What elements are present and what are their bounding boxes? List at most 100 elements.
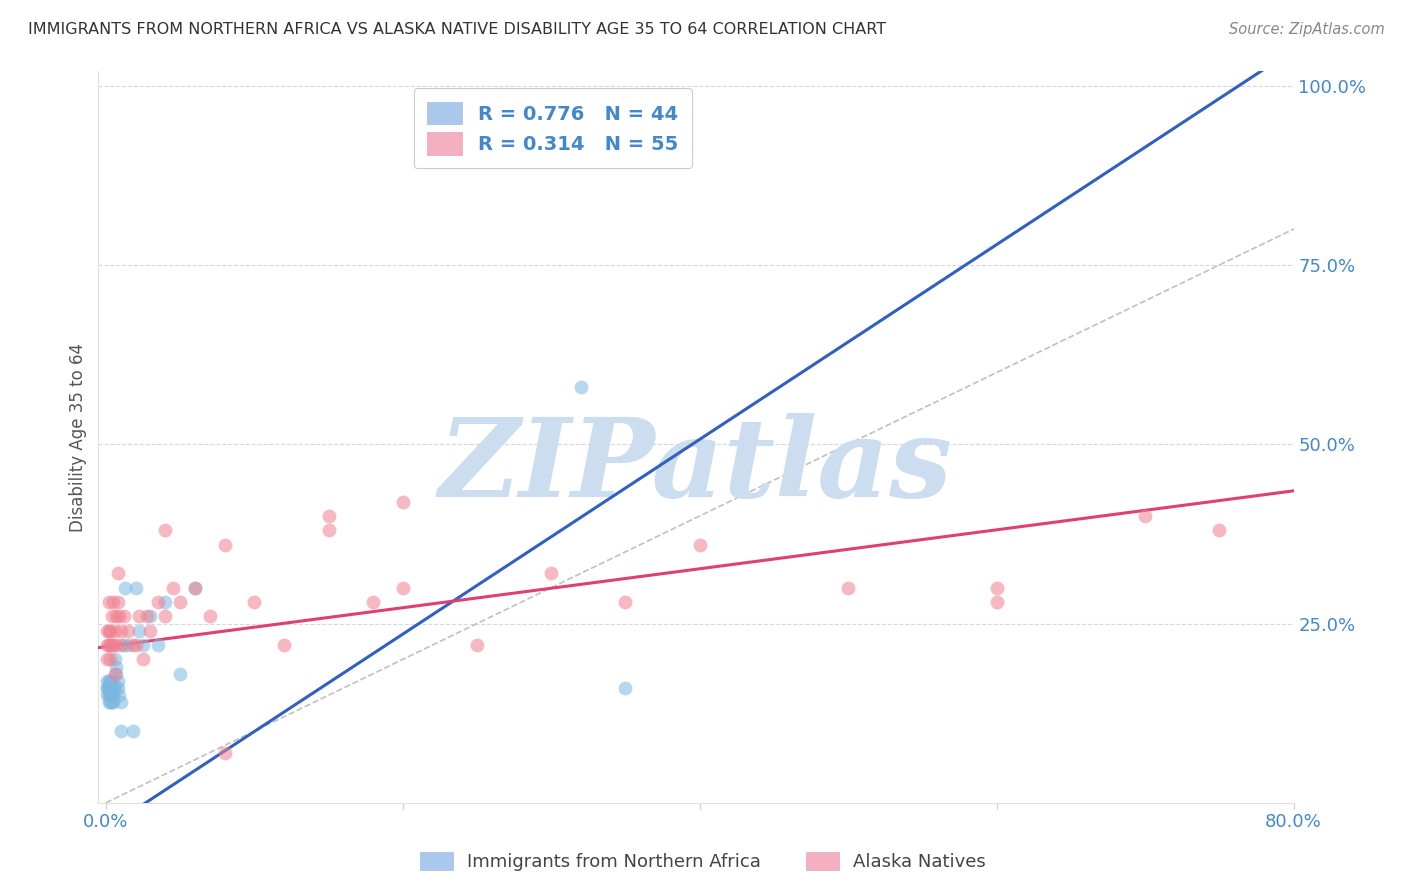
Point	[184, 581, 207, 595]
Point	[136, 609, 159, 624]
Text: Source: ZipAtlas.com: Source: ZipAtlas.com	[1229, 22, 1385, 37]
Point	[104, 666, 127, 681]
Point	[124, 638, 146, 652]
Legend: R = 0.776   N = 44, R = 0.314   N = 55: R = 0.776 N = 44, R = 0.314 N = 55	[413, 88, 692, 169]
Point	[243, 595, 266, 609]
Point	[97, 681, 120, 695]
Point	[98, 624, 121, 638]
Point	[107, 566, 129, 581]
Point	[986, 595, 1008, 609]
Point	[162, 581, 184, 595]
Point	[112, 638, 135, 652]
Point	[101, 609, 124, 624]
Point	[96, 688, 118, 702]
Point	[107, 673, 129, 688]
Point	[108, 688, 131, 702]
Point	[105, 609, 128, 624]
Point	[98, 673, 121, 688]
Point	[139, 609, 162, 624]
Point	[96, 638, 118, 652]
Point	[837, 581, 859, 595]
Point	[96, 681, 118, 695]
Point	[107, 595, 129, 609]
Point	[1133, 508, 1156, 523]
Point	[97, 695, 120, 709]
Point	[198, 609, 221, 624]
Point	[391, 494, 413, 508]
Point	[110, 724, 132, 739]
Point	[1208, 524, 1230, 538]
Point	[132, 652, 155, 666]
Text: IMMIGRANTS FROM NORTHERN AFRICA VS ALASKA NATIVE DISABILITY AGE 35 TO 64 CORRELA: IMMIGRANTS FROM NORTHERN AFRICA VS ALASK…	[28, 22, 886, 37]
Point	[103, 638, 125, 652]
Point	[101, 638, 124, 652]
Point	[105, 638, 128, 652]
Point	[110, 638, 132, 652]
Y-axis label: Disability Age 35 to 64: Disability Age 35 to 64	[69, 343, 87, 532]
Point	[169, 666, 191, 681]
Point	[114, 581, 136, 595]
Point	[101, 695, 124, 709]
Point	[98, 695, 121, 709]
Point	[103, 688, 125, 702]
Point	[98, 681, 121, 695]
Point	[540, 566, 562, 581]
Point	[98, 688, 121, 702]
Point	[121, 638, 143, 652]
Point	[110, 695, 132, 709]
Point	[98, 688, 121, 702]
Text: ZIPatlas: ZIPatlas	[439, 413, 953, 520]
Point	[96, 624, 118, 638]
Point	[104, 652, 127, 666]
Point	[112, 609, 135, 624]
Point	[97, 673, 120, 688]
Point	[101, 673, 124, 688]
Point	[614, 595, 637, 609]
Point	[98, 652, 121, 666]
Point	[105, 666, 128, 681]
Point	[124, 581, 146, 595]
Point	[97, 688, 120, 702]
Point	[184, 581, 207, 595]
Point	[391, 581, 413, 595]
Point	[465, 638, 488, 652]
Point	[104, 681, 127, 695]
Point	[155, 609, 177, 624]
Point	[614, 681, 637, 695]
Point	[104, 624, 127, 638]
Point	[97, 681, 120, 695]
Point	[103, 681, 125, 695]
Point	[128, 609, 150, 624]
Point	[146, 595, 169, 609]
Point	[96, 681, 118, 695]
Legend: Immigrants from Northern Africa, Alaska Natives: Immigrants from Northern Africa, Alaska …	[413, 845, 993, 879]
Point	[155, 524, 177, 538]
Point	[97, 638, 120, 652]
Point	[110, 624, 132, 638]
Point	[96, 652, 118, 666]
Point	[146, 638, 169, 652]
Point	[105, 659, 128, 673]
Point	[318, 524, 340, 538]
Point	[121, 724, 143, 739]
Point	[117, 624, 139, 638]
Point	[169, 595, 191, 609]
Point	[139, 624, 162, 638]
Point	[117, 638, 139, 652]
Point	[689, 538, 711, 552]
Point	[132, 638, 155, 652]
Point	[361, 595, 384, 609]
Point	[101, 681, 124, 695]
Point	[97, 624, 120, 638]
Point	[103, 595, 125, 609]
Point	[96, 673, 118, 688]
Point	[155, 595, 177, 609]
Point	[214, 746, 236, 760]
Point	[97, 595, 120, 609]
Point	[107, 681, 129, 695]
Point	[128, 624, 150, 638]
Point	[103, 695, 125, 709]
Point	[101, 688, 124, 702]
Point	[986, 581, 1008, 595]
Point	[98, 638, 121, 652]
